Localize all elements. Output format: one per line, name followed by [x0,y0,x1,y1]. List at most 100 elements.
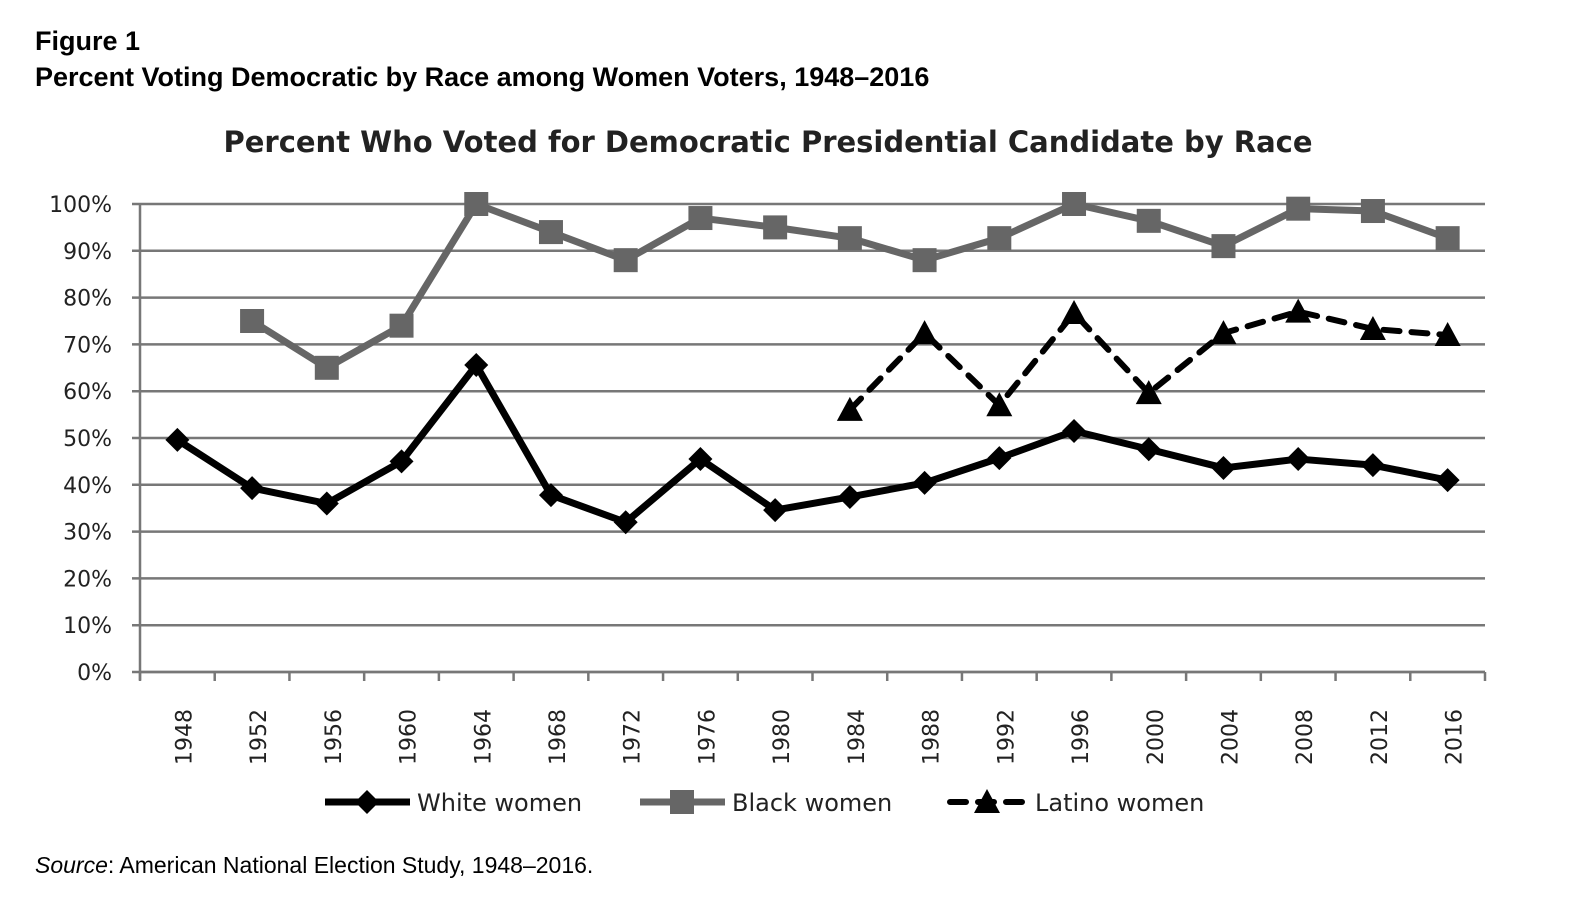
data-point-black-women [538,220,563,245]
data-point-black-women [912,248,937,273]
x-axis-ticks: 1948 1952 1956 1960 1964 1968 1972 1976 1980 1984… [172,709,1467,765]
series-black-women [240,192,1460,380]
data-point-white-women [837,484,862,509]
figure-title: Percent Voting Democratic by Race among … [35,62,930,92]
legend-item-black-women: Black women [640,789,892,817]
x-tick-label: 1960 [397,709,422,765]
data-point-white-women [240,476,265,501]
data-point-black-women [1435,226,1460,251]
y-tick-label: 100% [49,193,112,218]
data-point-latino-women [986,392,1013,417]
legend-item-latino-women: Latino women [947,789,1204,817]
legend-item-white-women: White women [325,789,582,817]
data-point-black-women [1136,208,1161,233]
data-point-white-women [1360,453,1385,478]
data-point-white-women [389,449,414,474]
series-white-women [165,352,1460,535]
data-point-white-women [538,483,563,508]
data-point-white-women [1062,418,1087,443]
x-tick-label: 1952 [247,709,272,765]
data-point-black-women [1062,192,1087,216]
x-tick-label: 1980 [770,709,795,765]
data-point-latino-women [1210,320,1237,345]
data-point-white-women [688,447,713,472]
x-tick-label: 1996 [1069,709,1094,765]
gridlines [132,202,1485,674]
data-point-white-women [987,446,1012,471]
x-tick-label: 1956 [322,709,347,765]
x-tick-label: 2012 [1368,709,1393,765]
x-tick-label: 1992 [994,709,1019,765]
y-tick-label: 0% [77,661,112,686]
data-point-white-women [613,510,638,535]
data-point-black-women [1360,199,1385,224]
chart-title: Percent Who Voted for Democratic Preside… [223,125,1312,159]
data-point-white-women [165,427,190,452]
data-point-white-women [314,491,339,516]
series-line-white-women [175,361,1449,526]
figure-label: Figure 1 [35,26,141,56]
data-point-white-women [763,498,788,523]
y-tick-label: 30% [63,521,112,546]
data-point-black-women [1286,196,1311,221]
data-point-latino-women [836,396,863,421]
data-point-white-women [1136,437,1161,462]
x-tick-label: 1984 [845,709,870,765]
x-tick-label: 2000 [1144,709,1169,765]
y-tick-label: 90% [63,240,112,265]
legend-label: White women [417,789,582,817]
y-tick-label: 10% [63,614,112,639]
x-tick-label: 1964 [471,709,496,765]
data-point-black-women [240,309,265,333]
legend-diamond-icon [355,790,379,814]
data-point-black-women [1211,234,1236,259]
y-tick-label: 40% [63,474,112,499]
data-point-black-women [389,313,414,338]
data-point-white-women [1211,455,1236,480]
legend-label: Latino women [1035,789,1204,817]
y-tick-label: 70% [63,333,112,358]
y-tick-label: 80% [63,287,112,312]
data-point-black-women [987,226,1012,251]
legend-triangle-icon [974,789,1000,813]
data-point-white-women [1286,447,1311,472]
data-point-latino-women [911,320,938,345]
data-point-latino-women [1434,322,1461,347]
x-tick-label: 1988 [920,709,945,765]
line-chart: Percent Who Voted for Democratic Preside… [49,125,1487,817]
data-point-black-women [763,215,788,240]
data-point-black-women [464,192,489,216]
y-axis-ticks: 0% 10% 20% 30% 40% 50% 60% 70% 80% 90% 100% [49,193,112,686]
data-point-latino-women [1285,298,1312,323]
x-tick-label: 1948 [172,709,197,765]
data-point-white-women [912,470,937,495]
data-point-white-women [464,352,489,377]
data-point-black-women [688,206,713,231]
x-tick-label: 2008 [1293,709,1318,765]
series-latino-women [836,298,1461,421]
series-group [165,192,1461,535]
x-tick-label: 2016 [1443,709,1468,765]
axes [138,204,1487,681]
y-tick-label: 20% [63,567,112,592]
x-tick-label: 1968 [546,709,571,765]
source-text: : American National Election Study, 1948… [107,852,594,878]
x-tick-label: 1972 [621,709,646,765]
data-point-latino-women [1135,380,1162,405]
y-tick-label: 60% [63,380,112,405]
x-tick-label: 1976 [695,709,720,765]
legend-label: Black women [732,789,892,817]
source-note: Source: American National Election Study… [35,852,593,879]
legend-square-icon [670,790,694,814]
data-point-black-women [314,355,339,380]
x-tick-label: 2004 [1218,709,1243,765]
data-point-latino-women [1061,300,1088,325]
data-point-black-women [613,248,638,273]
legend: White women Black women Latino women [325,789,1204,817]
data-point-white-women [1435,468,1460,493]
data-point-latino-women [1359,315,1386,340]
y-tick-label: 50% [63,427,112,452]
series-line-latino-women [846,308,1451,413]
source-label: Source [35,852,108,878]
data-point-black-women [837,226,862,251]
